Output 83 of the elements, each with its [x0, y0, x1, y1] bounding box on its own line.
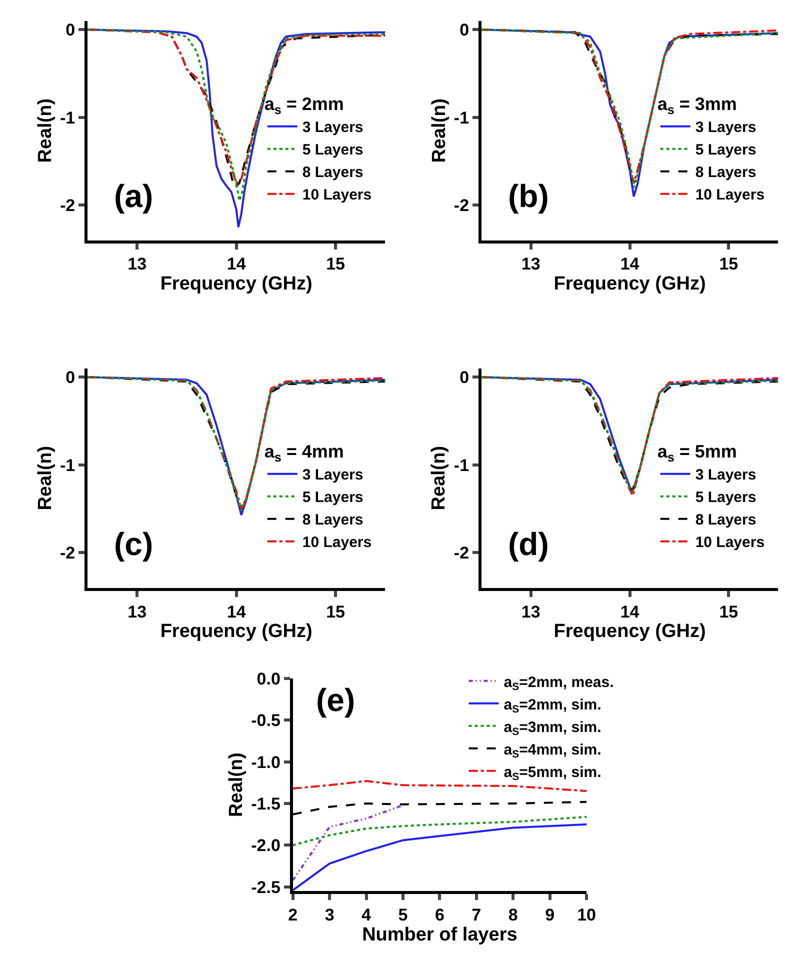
legend-title: a$_{s}$ = 2mm — [264, 94, 344, 117]
legend-label: 8 Layers — [302, 512, 364, 529]
x-axis-title: Frequency (GHz) — [160, 621, 312, 642]
y-tick-label: 0 — [66, 20, 76, 40]
legend-label: a$_{S}$=4mm, sim. — [504, 741, 602, 760]
line-series — [292, 816, 587, 846]
line-series — [292, 804, 404, 882]
annotation: (b) — [508, 178, 549, 214]
x-tick-label: 10 — [577, 905, 596, 924]
x-tick-label: 6 — [434, 905, 444, 924]
y-tick-label: -2 — [60, 544, 76, 563]
x-tick-label: 14 — [620, 602, 640, 622]
x-tick-label: 13 — [128, 254, 147, 274]
legend-title: a$_{s}$ = 3mm — [657, 94, 737, 117]
legend-label: 3 Layers — [695, 466, 756, 484]
x-tick-label: 4 — [362, 905, 372, 924]
y-axis-title: Real(n) — [34, 446, 56, 510]
y-tick-label: 0 — [460, 368, 470, 388]
x-tick-label: 8 — [508, 905, 518, 924]
x-tick-label: 14 — [620, 254, 640, 274]
annotation: (c) — [114, 526, 154, 562]
y-tick-label: -2 — [454, 544, 470, 563]
x-tick-label: 13 — [521, 602, 540, 622]
line-series — [292, 823, 587, 892]
y-tick-label: -1 — [60, 108, 76, 128]
y-tick-label: -1 — [60, 456, 76, 475]
legend-label: a$_{S}$=5mm, sim. — [504, 764, 602, 783]
legend-label: a$_{S}$=2mm, meas. — [504, 674, 614, 693]
y-tick-label: -2.5 — [251, 878, 280, 897]
legend-label: a$_{S}$=2mm, sim. — [504, 696, 602, 716]
y-tick-label: -1.0 — [251, 752, 280, 772]
legend-label: 5 Layers — [695, 489, 756, 506]
legend-label: 5 Layers — [695, 142, 756, 159]
x-axis-title: Number of layers — [362, 924, 518, 946]
legend-label: 10 Layers — [302, 534, 372, 552]
x-tick-label: 9 — [545, 905, 555, 924]
x-tick-label: 15 — [326, 602, 346, 622]
x-tick-label: 15 — [719, 254, 738, 274]
x-tick-label: 13 — [521, 254, 540, 274]
x-tick-label: 15 — [719, 602, 738, 622]
y-tick-label: 0.0 — [256, 669, 280, 688]
x-axis-title: Frequency (GHz) — [554, 274, 706, 295]
y-tick-label: -0.5 — [251, 711, 280, 730]
legend-label: 8 Layers — [302, 164, 364, 182]
legend-label: 10 Layers — [302, 186, 372, 204]
x-tick-label: 5 — [398, 905, 408, 924]
y-tick-label: -2 — [454, 196, 470, 216]
annotation: (e) — [316, 682, 356, 718]
legend-label: 8 Layers — [695, 164, 756, 182]
x-tick-label: 14 — [226, 602, 246, 622]
y-tick-label: -1 — [454, 456, 470, 475]
x-tick-label: 15 — [326, 254, 346, 274]
legend-label: 3 Layers — [302, 466, 364, 484]
legend-label: 10 Layers — [695, 534, 765, 552]
y-tick-label: -2 — [60, 196, 76, 216]
y-tick-label: -1 — [454, 108, 470, 128]
y-tick-label: 0 — [460, 20, 470, 40]
legend-label: 3 Layers — [695, 119, 756, 136]
legend-label: 5 Layers — [302, 142, 364, 159]
legend-title: a$_{s}$ = 5mm — [657, 442, 737, 464]
legend-label: 3 Layers — [302, 119, 364, 136]
y-axis-title: Real(n) — [34, 98, 56, 163]
annotation: (a) — [114, 178, 154, 214]
annotation: (d) — [508, 526, 549, 562]
y-tick-label: 0 — [66, 368, 76, 388]
x-tick-label: 3 — [324, 905, 334, 924]
legend-label: 5 Layers — [302, 489, 364, 506]
x-tick-label: 13 — [128, 602, 147, 622]
y-axis-title: Real(n) — [428, 98, 450, 163]
x-tick-label: 14 — [226, 254, 246, 274]
line-series — [292, 780, 587, 792]
x-tick-label: 2 — [288, 905, 298, 924]
y-tick-label: -2.0 — [251, 836, 280, 856]
y-tick-label: -1.5 — [251, 794, 280, 814]
legend-label: 10 Layers — [695, 186, 765, 204]
x-axis-title: Frequency (GHz) — [554, 621, 706, 642]
y-axis-title: Real(n) — [226, 752, 247, 817]
legend-label: a$_{S}$=3mm, sim. — [504, 718, 602, 738]
legend-title: a$_{s}$ = 4mm — [264, 442, 344, 464]
x-tick-label: 7 — [472, 905, 482, 924]
legend-label: 8 Layers — [695, 512, 756, 529]
x-axis-title: Frequency (GHz) — [160, 274, 312, 295]
y-axis-title: Real(n) — [428, 446, 450, 510]
